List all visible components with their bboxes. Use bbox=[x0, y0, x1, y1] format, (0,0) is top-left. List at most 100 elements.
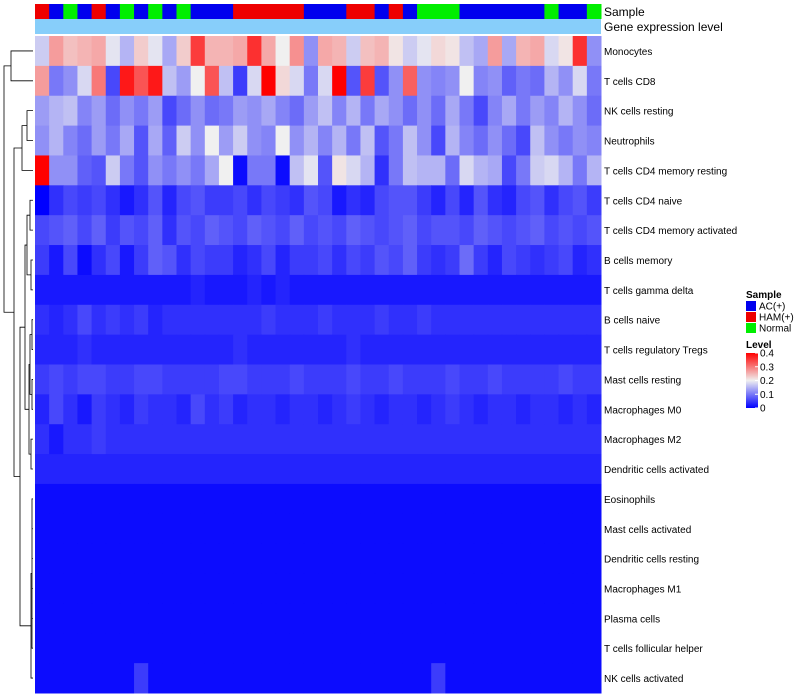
heatmap-cell bbox=[218, 334, 234, 365]
heatmap-cell bbox=[303, 155, 319, 186]
sample-annotation-cell bbox=[190, 4, 206, 19]
heatmap-cell bbox=[501, 185, 517, 216]
heatmap-cell bbox=[487, 543, 503, 575]
heatmap-cell bbox=[162, 245, 177, 276]
heatmap-cell bbox=[501, 36, 517, 67]
heatmap-cell bbox=[388, 573, 404, 604]
heatmap-cell bbox=[586, 304, 602, 336]
heatmap-cell bbox=[134, 543, 149, 575]
heatmap-cell bbox=[459, 364, 475, 395]
heatmap-cell bbox=[35, 603, 50, 634]
heatmap-cell bbox=[91, 573, 107, 604]
legend-level-label: 0.3 bbox=[760, 362, 774, 373]
heatmap-cell bbox=[247, 513, 262, 545]
heatmap-cell bbox=[247, 424, 262, 455]
sample-annotation-cell bbox=[558, 4, 574, 19]
heatmap-cell bbox=[49, 424, 64, 455]
heatmap-cell bbox=[190, 215, 206, 246]
heatmap-cell bbox=[275, 215, 291, 246]
heatmap-cell bbox=[572, 364, 588, 395]
heatmap-cell bbox=[445, 274, 460, 306]
heatmap-cell bbox=[275, 424, 291, 455]
heatmap-cell bbox=[417, 513, 432, 545]
heatmap-cell bbox=[105, 185, 121, 216]
heatmap-cell bbox=[402, 185, 418, 216]
heatmap-cell bbox=[148, 633, 163, 664]
heatmap-cell bbox=[105, 633, 121, 664]
heatmap-cell bbox=[501, 483, 517, 515]
heatmap-cell bbox=[586, 185, 602, 216]
heatmap-cell bbox=[586, 454, 602, 485]
heatmap-cell bbox=[516, 633, 531, 664]
heatmap-cell bbox=[233, 364, 248, 395]
heatmap-cell bbox=[501, 215, 517, 246]
heatmap-cell bbox=[261, 364, 277, 395]
heatmap-cell bbox=[49, 633, 64, 664]
heatmap-cell bbox=[63, 543, 78, 575]
heatmap-cell bbox=[459, 394, 475, 425]
heatmap-cell bbox=[318, 65, 333, 97]
heatmap-cell bbox=[417, 483, 432, 515]
heatmap-cell bbox=[346, 454, 361, 485]
heatmap-cell bbox=[459, 245, 475, 276]
heatmap-cell bbox=[91, 36, 107, 67]
heatmap-cell bbox=[473, 334, 489, 365]
heatmap-cell bbox=[218, 36, 234, 67]
heatmap-cell bbox=[360, 215, 376, 246]
heatmap-cell bbox=[35, 245, 50, 276]
heatmap-cell bbox=[360, 245, 376, 276]
heatmap-cell bbox=[63, 304, 78, 336]
heatmap-cell bbox=[586, 364, 602, 395]
heatmap-cell bbox=[35, 394, 50, 425]
heatmap-cell bbox=[49, 215, 64, 246]
heatmap-cell bbox=[91, 274, 107, 306]
heatmap-cell bbox=[91, 424, 107, 455]
heatmap-cell bbox=[176, 633, 192, 664]
heatmap-cell bbox=[544, 95, 560, 127]
heatmap-cell bbox=[530, 65, 545, 97]
heatmap-cell bbox=[501, 95, 517, 127]
heatmap-cell bbox=[544, 274, 560, 306]
heatmap-cell bbox=[473, 185, 489, 216]
heatmap-cell bbox=[445, 155, 460, 186]
sample-annotation-cell bbox=[473, 4, 489, 19]
heatmap-cell bbox=[77, 454, 93, 485]
heatmap-cell bbox=[303, 36, 319, 67]
heatmap-cell bbox=[162, 603, 177, 634]
heatmap-cell bbox=[261, 245, 277, 276]
heatmap-cell bbox=[49, 155, 64, 186]
heatmap-cell bbox=[318, 483, 333, 515]
heatmap-cell bbox=[303, 95, 319, 127]
heatmap-cell bbox=[261, 573, 277, 604]
heatmap-cell bbox=[218, 65, 234, 97]
sample-annotation-cell bbox=[332, 4, 347, 19]
heatmap-cell bbox=[473, 245, 489, 276]
heatmap-cell bbox=[77, 334, 93, 365]
heatmap-cell bbox=[572, 125, 588, 156]
heatmap-cell bbox=[176, 364, 192, 395]
heatmap-cell bbox=[360, 663, 376, 694]
heatmap-cell bbox=[247, 245, 262, 276]
heatmap-cell bbox=[346, 215, 361, 246]
heatmap-cell bbox=[105, 394, 121, 425]
heatmap-cell bbox=[247, 274, 262, 306]
heatmap-cell bbox=[247, 36, 262, 67]
heatmap-cell bbox=[318, 364, 333, 395]
heatmap-cell bbox=[417, 603, 432, 634]
sample-annotation-cell bbox=[586, 4, 602, 19]
heatmap-cell bbox=[459, 603, 475, 634]
heatmap-cell bbox=[176, 663, 192, 694]
heatmap-cell bbox=[402, 364, 418, 395]
heatmap-cell bbox=[487, 573, 503, 604]
heatmap-cell bbox=[119, 603, 135, 634]
heatmap-cell bbox=[49, 603, 64, 634]
heatmap-cell bbox=[501, 543, 517, 575]
heatmap-cell bbox=[473, 424, 489, 455]
heatmap-cell bbox=[473, 573, 489, 604]
legend-level-title: Level bbox=[746, 340, 772, 351]
heatmap-cell bbox=[318, 394, 333, 425]
heatmap-cell bbox=[346, 573, 361, 604]
heatmap-cell bbox=[530, 483, 545, 515]
heatmap-cell bbox=[388, 663, 404, 694]
heatmap-cell bbox=[473, 483, 489, 515]
